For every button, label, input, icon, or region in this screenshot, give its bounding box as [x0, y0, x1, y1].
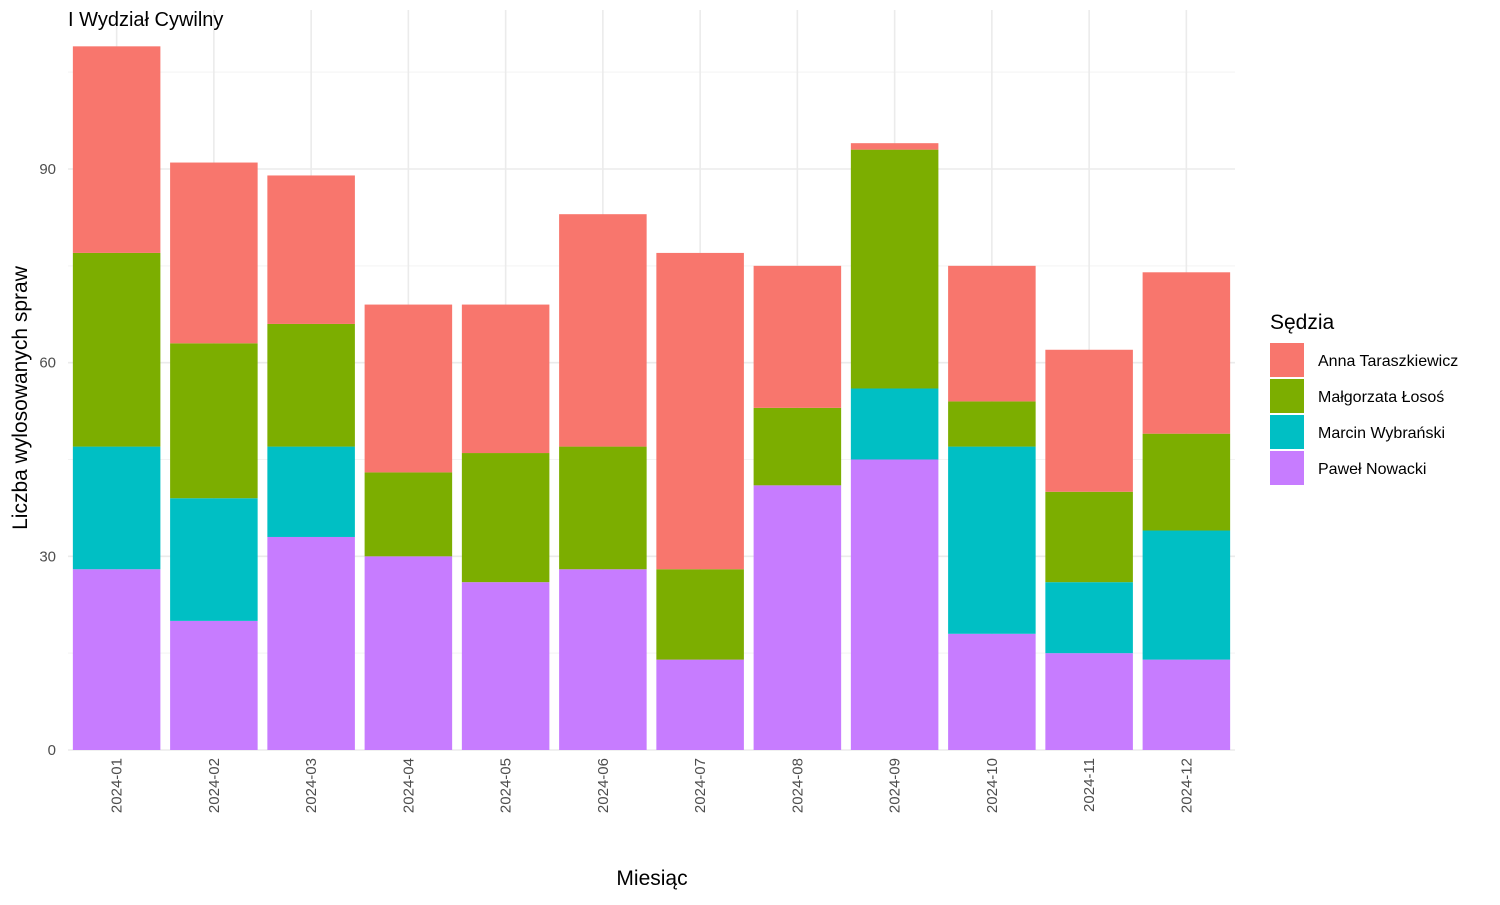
x-tick-label: 2024-08: [789, 758, 806, 813]
y-tick-label: 0: [48, 742, 56, 759]
bar-segment: Marcin Wybrański — 2024-10: 29: [948, 446, 1036, 634]
bar-segment: Małgorzata Łosoś — 2024-03: 19: [267, 323, 355, 447]
bar-segment: Anna Taraszkiewicz — 2024-03: 23: [267, 175, 355, 324]
legend-title: Sędzia: [1270, 311, 1335, 334]
legend: Sędzia Anna Taraszkiewicz Małgorzata Łoso…: [1270, 311, 1458, 485]
bar-segment: Paweł Nowacki — 2024-07: 14: [656, 659, 744, 750]
chart-title: I Wydział Cywilny: [68, 9, 223, 31]
bar-segment: Anna Taraszkiewicz — 2024-10: 21: [948, 265, 1036, 402]
bar-segment: Anna Taraszkiewicz — 2024-06: 36: [559, 214, 647, 447]
bar-segment: Paweł Nowacki — 2024-04: 30: [364, 556, 453, 750]
legend-label: Małgorzata Łosoś: [1318, 389, 1444, 406]
bar-segment: Anna Taraszkiewicz — 2024-01: 32: [72, 46, 161, 253]
legend-items: Anna Taraszkiewicz Małgorzata Łosoś Marcin…: [1270, 343, 1458, 485]
bar-segment: Paweł Nowacki — 2024-05: 26: [461, 582, 550, 750]
y-axis-ticks: 0 30 60 90: [39, 161, 56, 759]
bar-segment: Małgorzata Łosoś — 2024-05: 20: [461, 453, 550, 583]
bar-segment: Małgorzata Łosoś — 2024-08: 12: [753, 407, 842, 486]
bar-segment: Anna Taraszkiewicz — 2024-02: 28: [170, 162, 258, 344]
legend-swatch: [1270, 451, 1304, 485]
bar-segment: Małgorzata Łosoś — 2024-01: 30: [72, 252, 161, 447]
bar-segment: Małgorzata Łosoś — 2024-06: 19: [559, 446, 647, 570]
y-axis-title: Liczba wylosowanych spraw: [9, 265, 32, 530]
x-axis-ticks: 2024-01 2024-02 2024-03 2024-04 2024-05 2024-…: [109, 758, 1196, 813]
bar-segment: Anna Taraszkiewicz — 2024-07: 49: [656, 252, 744, 570]
bar-segment: Anna Taraszkiewicz — 2024-12: 25: [1142, 272, 1231, 434]
bar-segment: Anna Taraszkiewicz — 2024-04: 26: [364, 304, 453, 473]
bar-segment: Małgorzata Łosoś — 2024-09: 37: [850, 149, 939, 389]
x-tick-label: 2024-03: [303, 758, 320, 813]
bar-segment: Paweł Nowacki — 2024-01: 28: [72, 569, 161, 750]
bar-segment: Marcin Wybrański — 2024-11: 11: [1045, 582, 1133, 654]
bar-segment: Marcin Wybrański — 2024-03: 14: [267, 446, 355, 537]
bar-segment: Małgorzata Łosoś — 2024-07: 14: [656, 569, 744, 660]
x-tick-label: 2024-01: [109, 758, 126, 813]
x-tick-label: 2024-11: [1081, 758, 1098, 812]
bar-segment: Małgorzata Łosoś — 2024-12: 15: [1142, 433, 1231, 531]
legend-swatch: [1270, 415, 1304, 449]
x-tick-label: 2024-02: [206, 758, 223, 813]
legend-label: Paweł Nowacki: [1318, 461, 1426, 478]
bar-segment: Marcin Wybrański — 2024-09: 11: [850, 388, 939, 460]
bar-segment: Marcin Wybrański — 2024-12: 20: [1142, 530, 1231, 660]
y-tick-label: 30: [39, 548, 56, 565]
bar-segment: Małgorzata Łosoś — 2024-11: 14: [1045, 491, 1133, 583]
bar-segment: Paweł Nowacki — 2024-11: 15: [1045, 653, 1133, 750]
x-tick-label: 2024-06: [595, 758, 612, 813]
bar-segment: Paweł Nowacki — 2024-12: 14: [1142, 659, 1231, 750]
bar-segment: Anna Taraszkiewicz — 2024-08: 22: [753, 265, 842, 408]
bar-segment: Anna Taraszkiewicz — 2024-11: 22: [1045, 349, 1133, 492]
bar-segment: Paweł Nowacki — 2024-09: 45: [850, 459, 939, 750]
bar-segment: Paweł Nowacki — 2024-08: 41: [753, 485, 842, 750]
bar-segment: Małgorzata Łosoś — 2024-02: 24: [170, 343, 258, 499]
bars: Paweł Nowacki — 2024-01: 28Marcin Wybrań…: [72, 46, 1231, 750]
x-axis-title: Miesiąc: [616, 867, 687, 890]
bar-segment: Paweł Nowacki — 2024-02: 20: [170, 620, 258, 750]
legend-swatch: [1270, 343, 1304, 377]
x-tick-label: 2024-12: [1178, 758, 1195, 813]
legend-label: Anna Taraszkiewicz: [1318, 353, 1458, 370]
bar-segment: Paweł Nowacki — 2024-03: 33: [267, 536, 355, 750]
x-tick-label: 2024-07: [692, 758, 709, 813]
legend-swatch: [1270, 379, 1304, 413]
bar-segment: Anna Taraszkiewicz — 2024-05: 23: [461, 304, 550, 454]
bar-segment: Paweł Nowacki — 2024-10: 18: [948, 633, 1036, 750]
x-tick-label: 2024-04: [400, 758, 417, 813]
bar-segment: Marcin Wybrański — 2024-02: 19: [170, 498, 258, 621]
legend-label: Marcin Wybrański: [1318, 425, 1445, 442]
y-tick-label: 60: [39, 355, 56, 372]
bar-segment: Małgorzata Łosoś — 2024-04: 13: [364, 472, 453, 557]
x-tick-label: 2024-09: [887, 758, 904, 813]
y-tick-label: 90: [39, 161, 56, 178]
x-tick-label: 2024-05: [498, 758, 515, 813]
bar-segment: Paweł Nowacki — 2024-06: 28: [559, 569, 647, 750]
bar-segment: Marcin Wybrański — 2024-01: 19: [72, 446, 161, 570]
bar-segment: Anna Taraszkiewicz — 2024-09: 1: [850, 143, 939, 150]
x-tick-label: 2024-10: [984, 758, 1001, 813]
bar-segment: Małgorzata Łosoś — 2024-10: 7: [948, 401, 1036, 447]
